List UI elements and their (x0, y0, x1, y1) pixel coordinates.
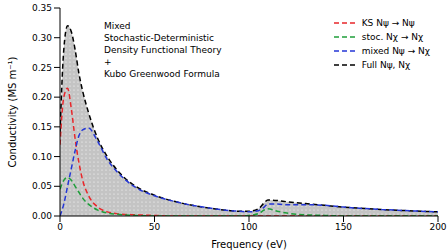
svg-text:0.20: 0.20 (32, 92, 52, 102)
svg-text:100: 100 (240, 222, 257, 232)
svg-text:0.30: 0.30 (32, 33, 52, 43)
svg-text:Frequency (eV): Frequency (eV) (211, 239, 287, 250)
html-text:stoc. Nχ → Nχ: stoc. Nχ → Nχ (361, 32, 424, 42)
svg-text:0: 0 (57, 222, 63, 232)
svg-text:Conductivity (MS m⁻¹): Conductivity (MS m⁻¹) (7, 56, 18, 167)
svg-text:200: 200 (429, 222, 446, 232)
html-text:Kubo Greenwood Formula: Kubo Greenwood Formula (104, 69, 220, 79)
html-text:KS Nψ → Nψ: KS Nψ → Nψ (361, 18, 415, 28)
svg-text:0.35: 0.35 (32, 3, 52, 13)
svg-text:0.15: 0.15 (32, 122, 52, 132)
svg-text:150: 150 (335, 222, 352, 232)
svg-text:0.10: 0.10 (32, 152, 52, 162)
html-text:Stochastic-Deterministic: Stochastic-Deterministic (104, 33, 214, 43)
html-text:Full Nψ, Nχ: Full Nψ, Nχ (361, 60, 411, 70)
svg-text:0.05: 0.05 (32, 181, 52, 191)
html-text:Mixed: Mixed (104, 21, 131, 31)
svg-text:0.00: 0.00 (32, 211, 52, 221)
svg-text:0.25: 0.25 (32, 63, 52, 73)
html-text:Density Functional Theory: Density Functional Theory (104, 45, 222, 55)
svg-text:50: 50 (149, 222, 161, 232)
html-text:mixed Nψ → Nχ: mixed Nψ → Nχ (361, 46, 430, 56)
